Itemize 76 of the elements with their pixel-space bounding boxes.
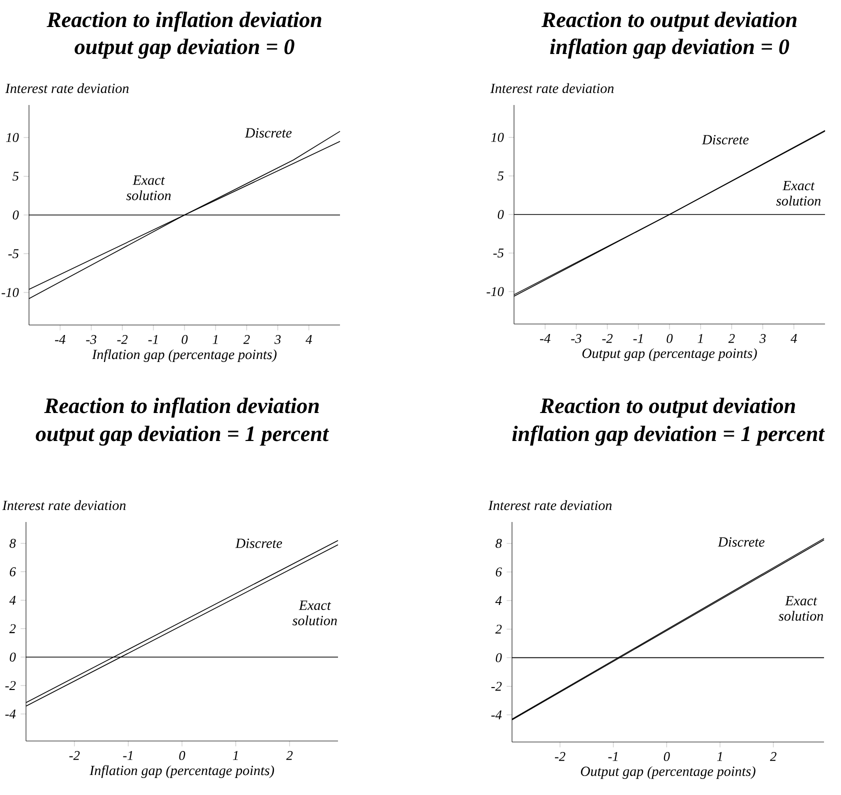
chart-subtitle: output gap deviation = 1 percent: [36, 426, 330, 446]
x-tick-label: 2: [770, 752, 776, 761]
annotation: Discrete: [244, 128, 292, 138]
x-axis-title: Inflation gap (percentage points): [92, 349, 277, 362]
x-tick-label: -1: [123, 751, 132, 760]
x-tick-label: 2: [286, 751, 293, 760]
x-tick-label: 4: [306, 335, 312, 344]
y-tick-label: -10: [486, 287, 504, 296]
y-tick-label: -2: [5, 681, 16, 690]
y-tick-label: -4: [491, 710, 502, 720]
y-tick-label: 0: [498, 210, 504, 219]
y-tick-label: 4: [9, 596, 16, 605]
x-axis-title: Output gap (percentage points): [580, 766, 756, 779]
y-tick-label: -5: [493, 248, 504, 258]
annotation: Exact solution: [778, 596, 824, 621]
x-tick-label: -1: [608, 752, 618, 761]
x-tick-label: 3: [759, 334, 766, 343]
x-tick-label: 1: [698, 334, 703, 343]
y-tick-label: 6: [10, 567, 16, 576]
x-tick-label: 0: [182, 335, 188, 344]
y-tick-label: 5: [12, 172, 19, 181]
annotation: Exact solution: [126, 176, 171, 200]
y-tick-label: 10: [6, 133, 19, 142]
y-tick-label: 0: [10, 652, 16, 662]
annotation: Exact solution: [292, 600, 337, 626]
annotation: Discrete: [702, 134, 749, 144]
x-tick-label: -3: [86, 335, 96, 344]
chart-subtitle: inflation gap deviation = 1 percent: [512, 426, 825, 446]
x-tick-label: -2: [554, 752, 566, 761]
x-tick-label: 4: [790, 334, 797, 343]
x-tick-label: 1: [212, 335, 218, 344]
x-axis-title: Output gap (percentage points): [582, 348, 757, 361]
x-tick-label: -2: [117, 335, 128, 344]
x-tick-label: -4: [55, 335, 66, 344]
x-tick-label: 2: [728, 334, 735, 343]
y-tick-label: 2: [9, 624, 16, 634]
y-tick-label: -4: [5, 710, 16, 718]
y-tick-label: 2: [495, 624, 502, 634]
x-tick-label: -3: [571, 334, 582, 343]
chart-title: Reaction to output deviation: [541, 12, 797, 32]
chart-title: Reaction to output deviation: [540, 398, 796, 418]
y-axis-title: Interest rate deviation: [488, 500, 612, 510]
y-tick-label: 8: [10, 538, 16, 548]
y-tick-label: 10: [491, 132, 504, 142]
x-tick-label: 2: [243, 335, 250, 344]
y-tick-label: 0: [496, 653, 502, 662]
y-tick-label: 6: [496, 568, 502, 576]
x-tick-label: -4: [540, 334, 550, 343]
y-tick-label: -5: [8, 249, 19, 258]
chart-title: Reaction to inflation deviation: [44, 398, 319, 418]
x-tick-label: 0: [664, 752, 670, 762]
x-tick-label: 0: [666, 334, 673, 344]
x-axis-title: Inflation gap (percentage points): [89, 765, 274, 778]
chart-title: Reaction to inflation deviation: [46, 11, 322, 32]
x-tick-label: 1: [232, 751, 238, 760]
x-tick-label: -2: [69, 751, 80, 760]
annotation: Discrete: [718, 537, 764, 547]
chart-subtitle: output gap deviation = 0: [74, 38, 294, 59]
y-tick-label: -10: [2, 288, 19, 297]
y-tick-label: 8: [496, 538, 502, 548]
annotation: Exact solution: [776, 180, 821, 206]
annotation: Discrete: [235, 538, 282, 548]
chart-subtitle: inflation gap deviation = 0: [550, 38, 790, 59]
x-tick-label: -1: [148, 335, 158, 344]
y-tick-label: 4: [495, 596, 502, 605]
y-axis-title: Interest rate deviation: [2, 500, 126, 510]
x-tick-label: 3: [274, 335, 281, 344]
y-axis-title: Interest rate deviation: [490, 83, 614, 94]
y-axis-title: Interest rate deviation: [5, 83, 129, 94]
x-tick-label: -1: [633, 334, 643, 343]
y-tick-label: -2: [491, 682, 502, 691]
x-tick-label: -2: [602, 334, 613, 343]
x-tick-label: 1: [717, 752, 722, 761]
x-tick-label: 0: [179, 751, 186, 760]
y-tick-label: 5: [498, 171, 504, 180]
y-tick-label: 0: [12, 210, 19, 220]
